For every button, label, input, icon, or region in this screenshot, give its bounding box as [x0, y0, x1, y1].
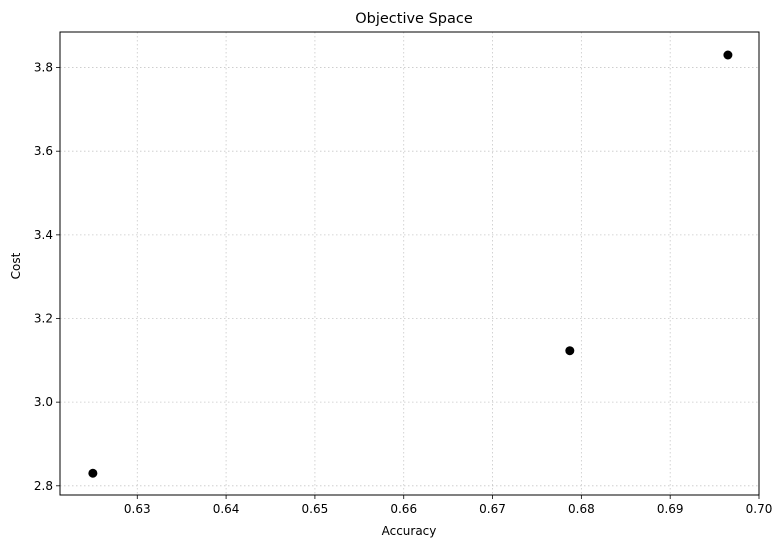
x-tick-label: 0.64: [213, 502, 240, 516]
x-tick-label: 0.66: [390, 502, 417, 516]
y-tick-label: 3.4: [34, 228, 53, 242]
y-tick-label: 2.8: [34, 479, 53, 493]
grid-lines: [60, 32, 760, 495]
x-tick-label: 0.70: [746, 502, 773, 516]
y-axis-label: Cost: [9, 252, 23, 279]
x-tick-label: 0.65: [302, 502, 329, 516]
data-point: [88, 468, 98, 478]
y-tick-label: 3.2: [34, 311, 53, 325]
data-point: [565, 346, 575, 356]
data-point: [723, 50, 733, 60]
x-tick-label: 0.68: [568, 502, 595, 516]
x-axis-ticks: 0.63 0.64 0.65 0.66 0.67 0.68 0.69 0.70: [124, 495, 772, 516]
y-axis-ticks: 2.8 3.0 3.2 3.4 3.6 3.8: [34, 61, 60, 493]
x-tick-label: 0.67: [479, 502, 506, 516]
y-tick-label: 3.8: [34, 61, 53, 75]
plot-frame: [59, 31, 760, 496]
x-tick-label: 0.69: [657, 502, 684, 516]
x-axis-label: Accuracy: [382, 524, 437, 538]
chart-title: Objective Space: [355, 11, 473, 27]
data-points: [88, 50, 733, 478]
x-tick-label: 0.63: [124, 502, 151, 516]
y-tick-label: 3.0: [34, 395, 53, 409]
y-tick-label: 3.6: [34, 144, 53, 158]
